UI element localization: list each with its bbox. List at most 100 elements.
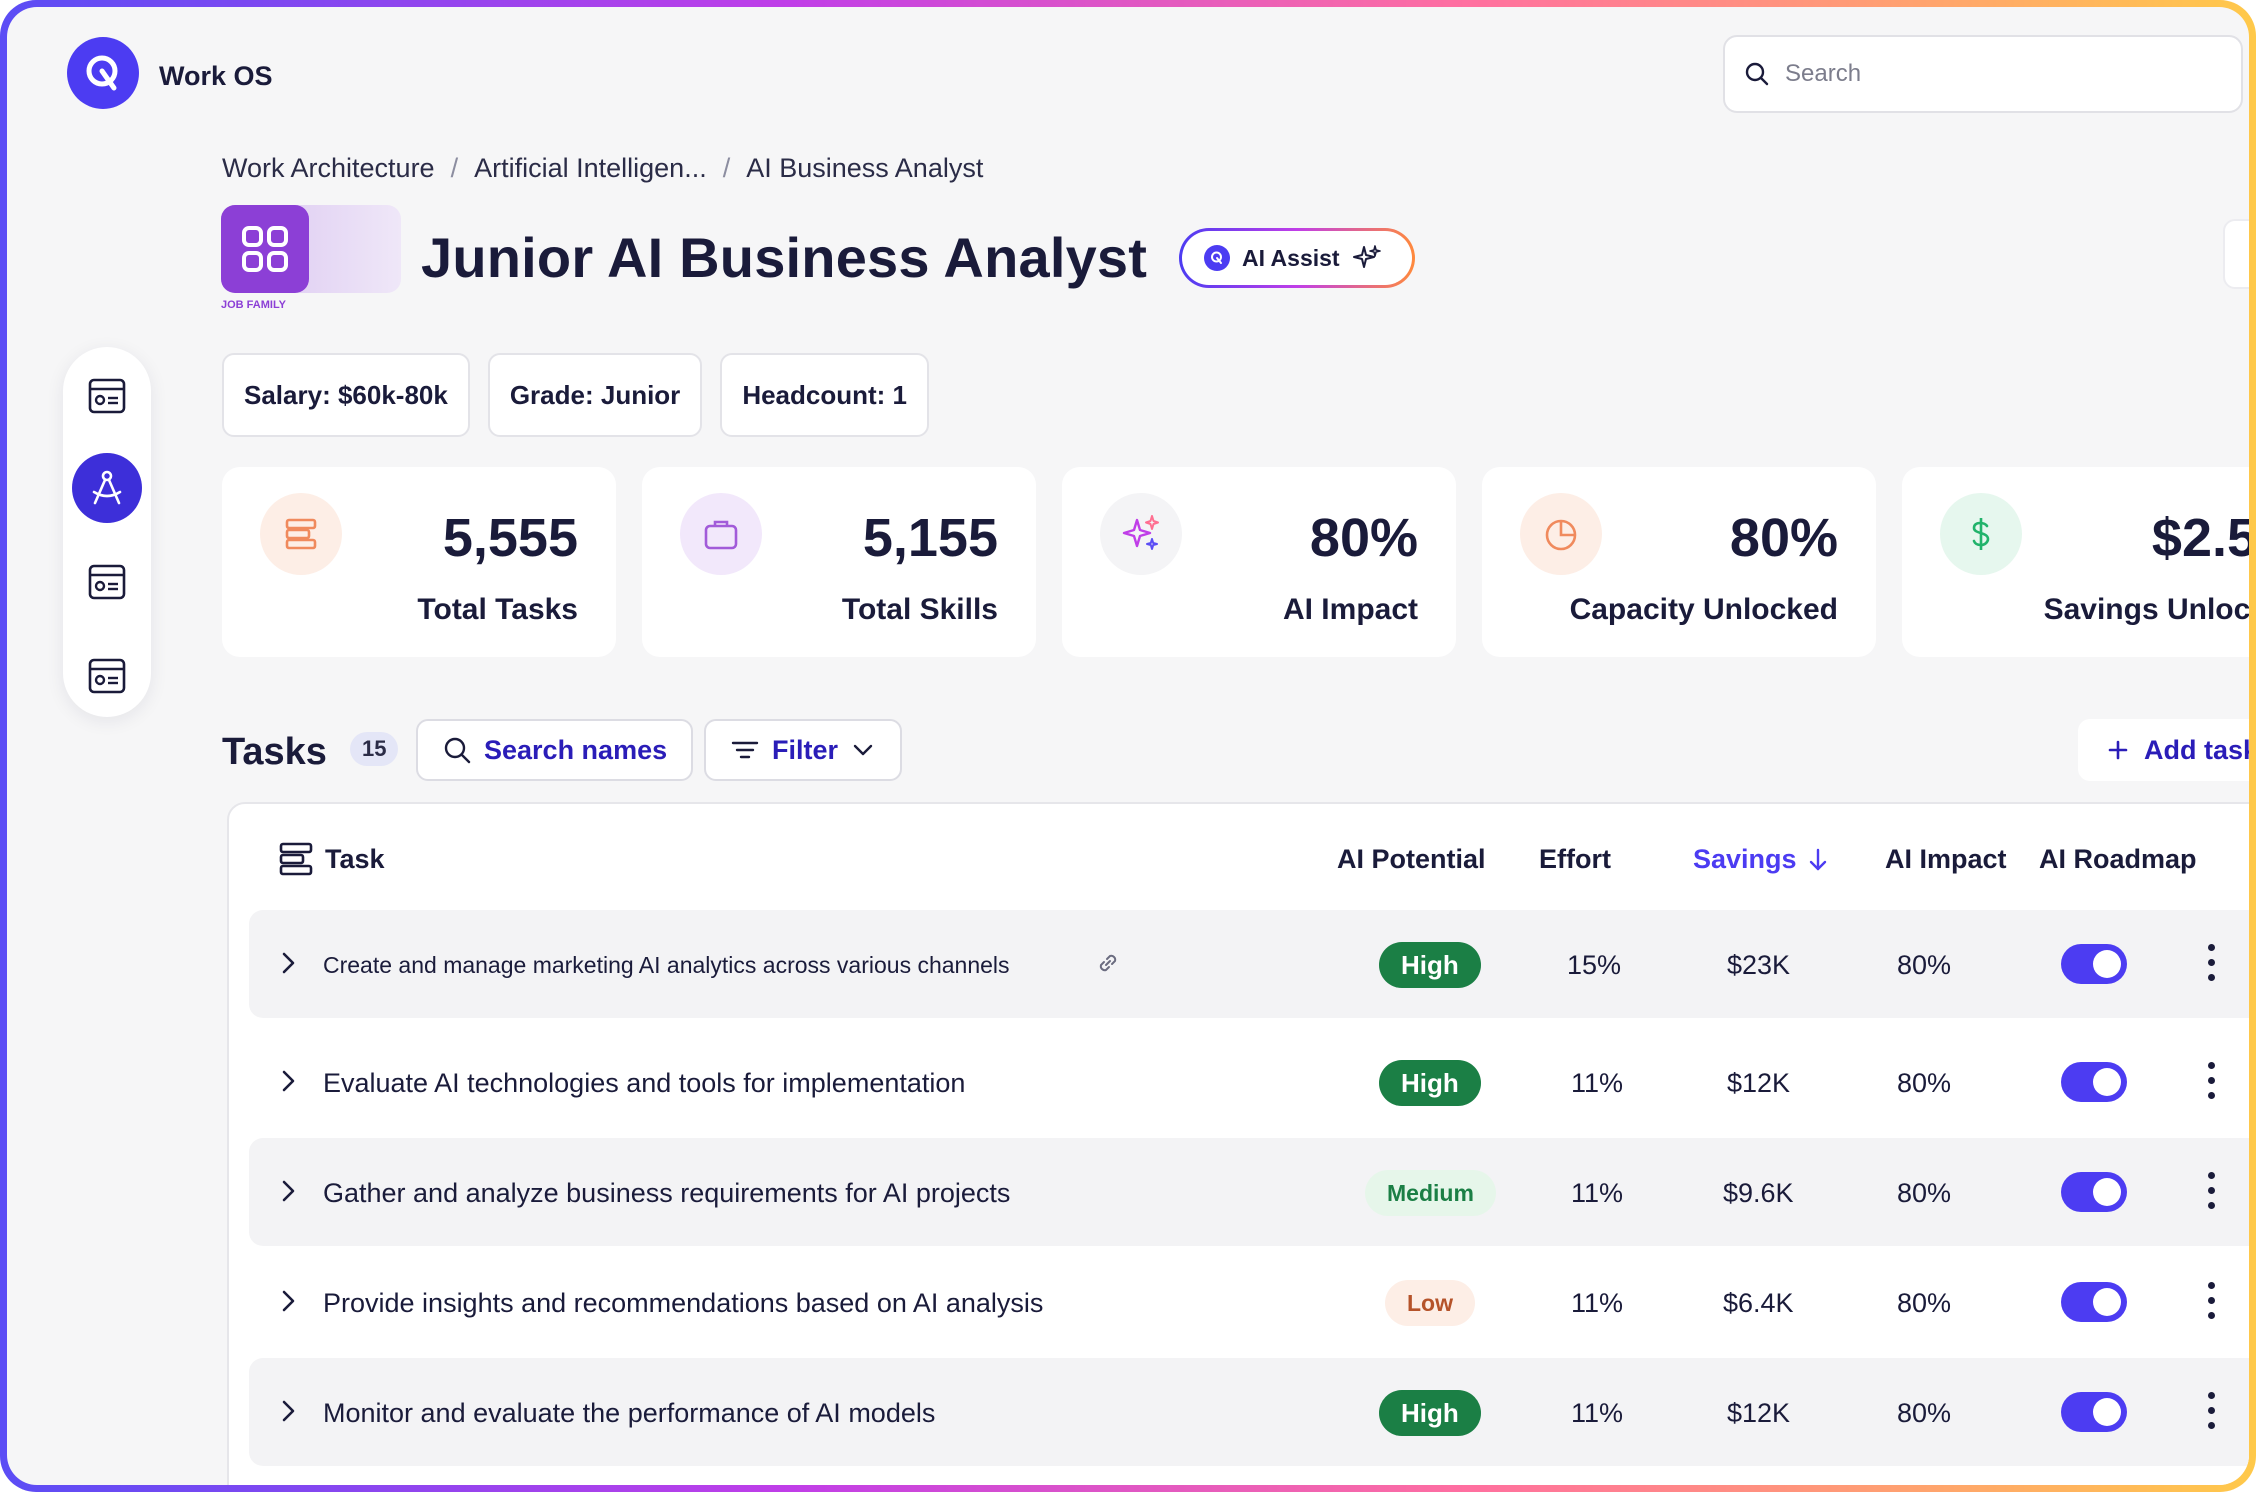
- ai-roadmap-toggle[interactable]: [2061, 1282, 2127, 1322]
- collapsed-panel-handle[interactable]: [2223, 219, 2249, 289]
- chevron-right-icon[interactable]: [275, 1176, 303, 1206]
- tasks-count-badge: 15: [350, 732, 399, 766]
- chevron-right-icon[interactable]: [275, 1066, 303, 1096]
- breadcrumb-separator: /: [722, 153, 731, 183]
- rail-item-reports[interactable]: [72, 547, 142, 617]
- work-os-logo-icon[interactable]: [67, 37, 139, 109]
- stat-value: 5,155: [862, 508, 998, 568]
- arrow-down-icon: [1809, 848, 1826, 870]
- savings-value: $6.4K: [1723, 1288, 1794, 1318]
- ai-impact-value: 80%: [1897, 1068, 1952, 1098]
- grid-icon: [221, 205, 309, 293]
- ai-roadmap-toggle[interactable]: [2061, 1172, 2127, 1212]
- task-name[interactable]: Monitor and evaluate the performance of …: [323, 1398, 936, 1428]
- grade-pill[interactable]: Grade: Junior: [487, 353, 703, 437]
- side-rail: [63, 347, 151, 717]
- plus-icon: [2108, 740, 2128, 760]
- chevron-right-icon[interactable]: [275, 1286, 303, 1316]
- stat-value: $2.5M: [2151, 508, 2249, 568]
- ai-roadmap-toggle[interactable]: [2061, 944, 2127, 984]
- task-name[interactable]: Evaluate AI technologies and tools for i…: [323, 1068, 966, 1098]
- breadcrumb-item-artificial-intelligence[interactable]: Artificial Intelligen...: [474, 153, 707, 183]
- filter-icon: [731, 741, 759, 759]
- chevron-right-icon[interactable]: [275, 1396, 303, 1426]
- savings-value: $9.6K: [1723, 1178, 1794, 1208]
- search-input[interactable]: Search: [1723, 35, 2243, 113]
- headcount-pill[interactable]: Headcount: 1: [720, 353, 929, 437]
- column-header-savings[interactable]: Savings: [1693, 844, 1829, 875]
- more-options-icon[interactable]: [2205, 1392, 2217, 1432]
- task-name[interactable]: Provide insights and recommendations bas…: [323, 1288, 1044, 1318]
- stat-label: Savings Unlocked: [2043, 593, 2249, 626]
- table-row[interactable]: Evaluate AI technologies and tools for i…: [249, 1028, 2249, 1136]
- column-header-ai-potential[interactable]: AI Potential: [1337, 844, 1486, 874]
- ai-potential-badge: High: [1379, 1060, 1481, 1106]
- stat-card-total-tasks[interactable]: 5,555 Total Tasks: [222, 467, 616, 657]
- stat-card-savings-unlocked[interactable]: $2.5M Savings Unlocked: [1902, 467, 2249, 657]
- ai-logo-icon: [1204, 245, 1230, 271]
- toggle-knob: [2093, 950, 2121, 978]
- tasks-title: Tasks: [222, 731, 327, 773]
- salary-pill[interactable]: Salary: $60k-80k: [222, 353, 470, 437]
- add-task-button[interactable]: Add task: [2078, 719, 2249, 781]
- ai-potential-badge: High: [1379, 942, 1481, 988]
- breadcrumb-item-ai-business-analyst[interactable]: AI Business Analyst: [746, 153, 984, 183]
- search-names-label: Search names: [484, 734, 668, 765]
- table-row[interactable]: Monitor and evaluate the performance of …: [249, 1358, 2249, 1466]
- brand-name: Work OS: [159, 61, 273, 91]
- chevron-right-icon[interactable]: [275, 948, 303, 978]
- stat-card-total-skills[interactable]: 5,155 Total Skills: [642, 467, 1036, 657]
- column-header-task[interactable]: Task: [325, 844, 385, 874]
- stat-label: Total Skills: [841, 593, 998, 626]
- table-row[interactable]: Gather and analyze business requirements…: [249, 1138, 2249, 1246]
- task-name[interactable]: Create and manage marketing AI analytics…: [323, 952, 1010, 978]
- pie-chart-icon: [1520, 493, 1602, 575]
- link-icon[interactable]: [1095, 950, 1121, 976]
- ai-assist-label: AI Assist: [1242, 244, 1340, 271]
- more-options-icon[interactable]: [2205, 1062, 2217, 1102]
- breadcrumb: Work Architecture / Artificial Intellige…: [222, 153, 983, 184]
- stat-label: Total Tasks: [417, 593, 578, 626]
- search-names-button[interactable]: Search names: [416, 719, 694, 781]
- breadcrumb-item-work-architecture[interactable]: Work Architecture: [222, 153, 435, 183]
- filter-label: Filter: [772, 734, 839, 765]
- more-options-icon[interactable]: [2205, 1282, 2217, 1322]
- column-header-effort[interactable]: Effort: [1539, 844, 1611, 874]
- briefcase-icon: [680, 493, 762, 575]
- filter-button[interactable]: Filter: [704, 719, 903, 781]
- stat-card-capacity-unlocked[interactable]: 80% Capacity Unlocked: [1482, 467, 1876, 657]
- stat-label: AI Impact: [1282, 593, 1418, 626]
- ai-roadmap-toggle[interactable]: [2061, 1062, 2127, 1102]
- ai-potential-badge: High: [1379, 1390, 1481, 1436]
- breadcrumb-separator: /: [450, 153, 459, 183]
- table-row[interactable]: Create and manage marketing AI analytics…: [249, 910, 2249, 1018]
- effort-value: 11%: [1571, 1178, 1624, 1208]
- tasks-toolbar: Tasks 15 Search names Filter Add task: [222, 719, 2249, 781]
- column-header-ai-impact[interactable]: AI Impact: [1885, 844, 2007, 874]
- savings-value: $23K: [1727, 950, 1791, 980]
- savings-header-label: Savings: [1693, 844, 1797, 874]
- ai-potential-badge: Low: [1385, 1280, 1475, 1326]
- more-options-icon[interactable]: [2205, 944, 2217, 984]
- job-family-label: JOB FAMILY: [221, 299, 286, 311]
- dashboard-icon: [88, 564, 126, 600]
- ai-impact-value: 80%: [1897, 1178, 1952, 1208]
- stat-value: 5,555: [442, 508, 578, 568]
- stat-card-ai-impact[interactable]: 80% AI Impact: [1062, 467, 1456, 657]
- stat-value: 80%: [1309, 508, 1418, 568]
- more-options-icon[interactable]: [2205, 1172, 2217, 1212]
- rail-item-settings[interactable]: [72, 641, 142, 711]
- rail-item-architecture[interactable]: [72, 453, 142, 523]
- rail-item-overview[interactable]: [72, 361, 142, 431]
- column-header-ai-roadmap[interactable]: AI Roadmap: [2039, 844, 2197, 874]
- ai-assist-button[interactable]: AI Assist: [1179, 228, 1415, 288]
- ai-roadmap-toggle[interactable]: [2061, 1392, 2127, 1432]
- stat-value: 80%: [1729, 508, 1838, 568]
- task-name[interactable]: Gather and analyze business requirements…: [323, 1178, 1011, 1208]
- table-row[interactable]: Provide insights and recommendations bas…: [249, 1248, 2249, 1356]
- stats-row: 5,555 Total Tasks 5,155 Total Skills 80%…: [222, 467, 2249, 657]
- search-icon: [1745, 62, 1769, 86]
- toggle-knob: [2093, 1288, 2121, 1316]
- toggle-knob: [2093, 1398, 2121, 1426]
